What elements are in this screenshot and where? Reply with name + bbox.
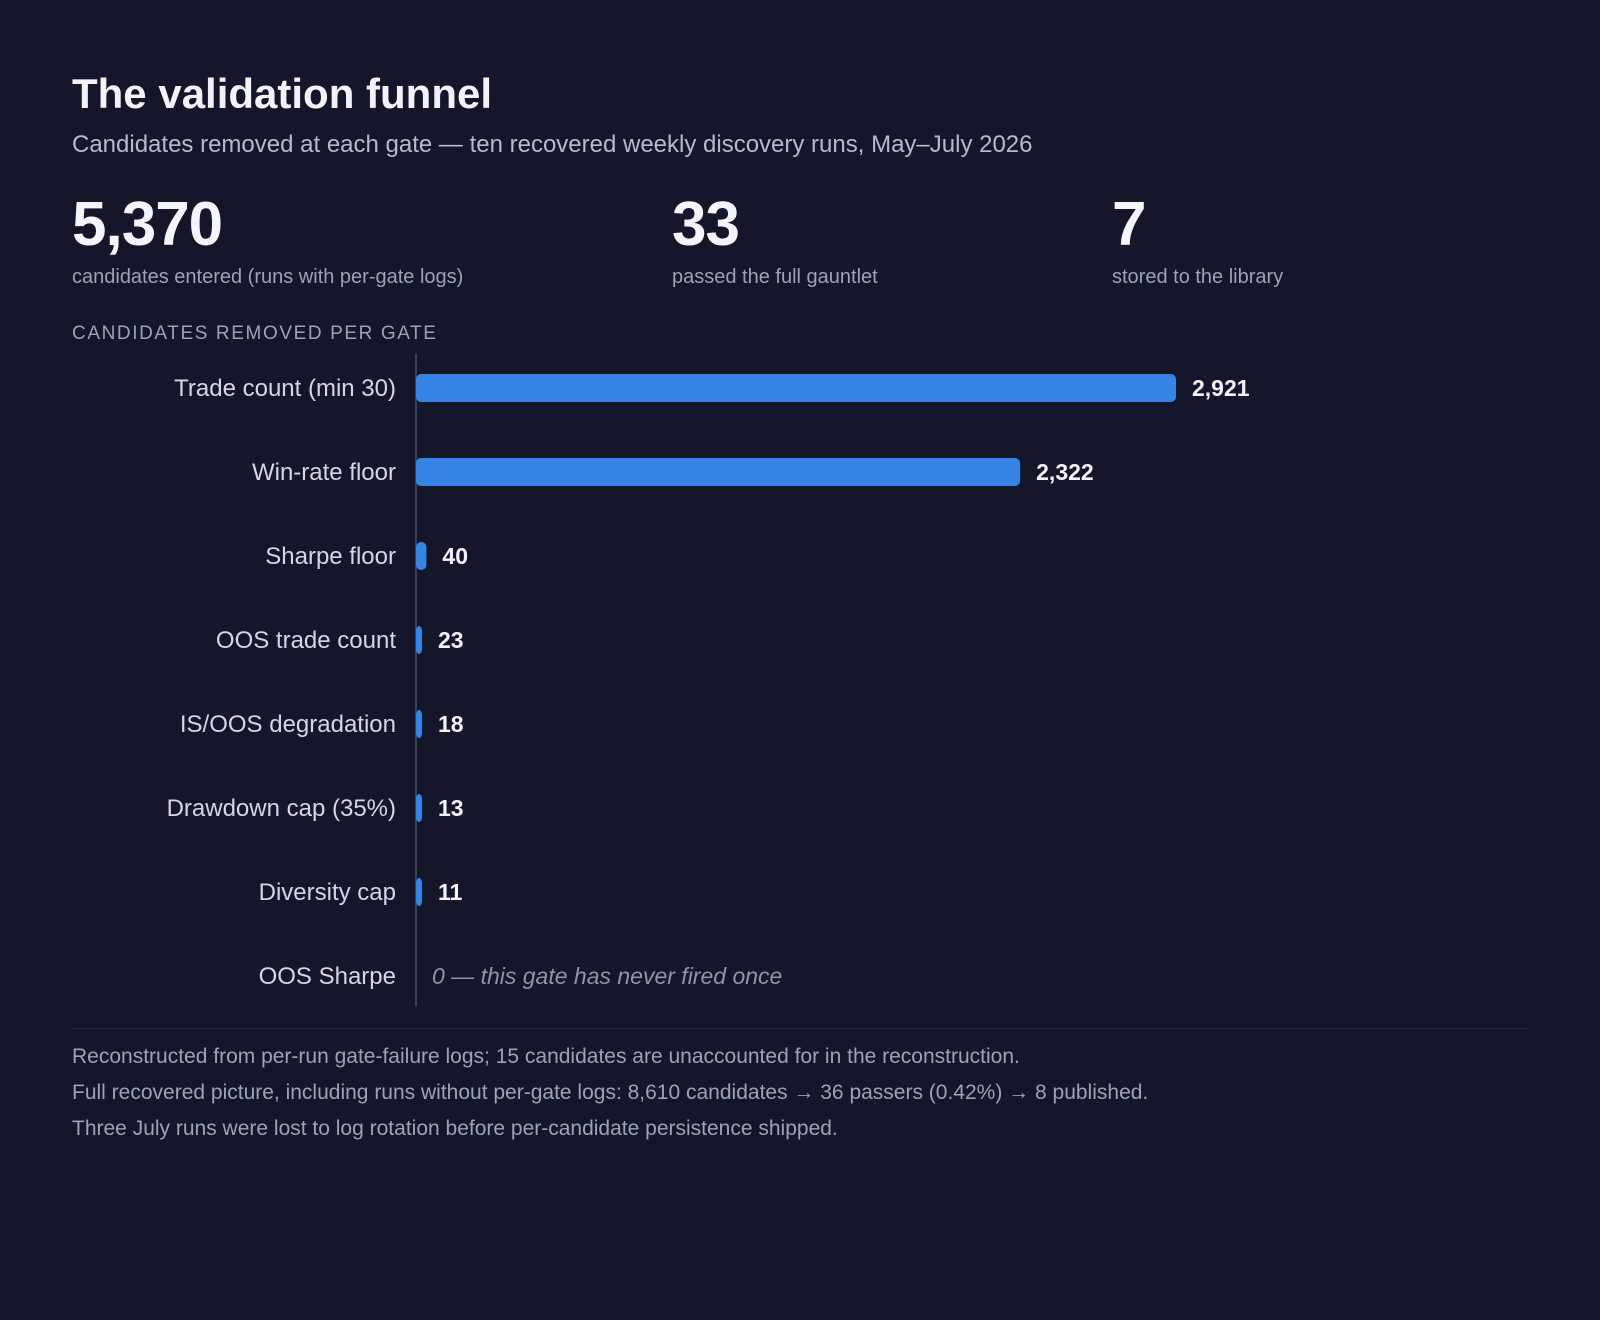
footnote: Three July runs were lost to log rotatio… — [72, 1117, 838, 1140]
page-subtitle: Candidates removed at each gate — ten re… — [72, 131, 1033, 158]
data-label: 40 — [442, 543, 468, 569]
bar — [416, 374, 1176, 402]
data-label: 11 — [438, 879, 463, 905]
data-label: 13 — [438, 795, 464, 821]
bar — [416, 710, 422, 738]
stat-label: passed the full gauntlet — [672, 266, 878, 288]
page: The validation funnel Candidates removed… — [72, 68, 1528, 1147]
category-label: OOS trade count — [216, 627, 396, 654]
chart-section-label: CANDIDATES REMOVED PER GATE — [72, 323, 438, 344]
stat-label: candidates entered (runs with per-gate l… — [72, 266, 464, 288]
stat-label: stored to the library — [1112, 266, 1284, 288]
bar — [416, 458, 1021, 486]
stat-candidates-entered: 5,370 candidates entered (runs with per-… — [72, 192, 463, 289]
data-label-zero: 0 — this gate has never fired once — [432, 963, 782, 989]
category-label: IS/OOS degradation — [180, 711, 396, 738]
footnotes: Reconstructed from per-run gate-failure … — [72, 1039, 1528, 1147]
data-label: 18 — [438, 711, 464, 737]
data-label: 23 — [438, 627, 464, 653]
stat-value: 5,370 — [72, 190, 223, 259]
bar — [416, 794, 422, 822]
category-label: Trade count (min 30) — [174, 375, 396, 402]
page-title: The validation funnel — [72, 70, 493, 117]
data-label: 2,322 — [1036, 459, 1094, 485]
stat-value: 7 — [1112, 190, 1146, 259]
bar — [416, 542, 427, 570]
footnote: Full recovered picture, including runs w… — [72, 1081, 1149, 1104]
divider — [72, 1028, 1528, 1029]
category-label: Win-rate floor — [252, 459, 396, 486]
chart-container: Trade count (min 30) 2,921 Win-rate floor 2… — [72, 354, 1528, 1014]
stat-passed-gauntlet: 33 passed the full gauntlet — [672, 192, 878, 289]
data-label: 2,921 — [1192, 375, 1250, 401]
bar — [416, 626, 422, 654]
stat-stored-library: 7 stored to the library — [1112, 192, 1283, 289]
bar — [416, 878, 422, 906]
stat-value: 33 — [672, 190, 740, 259]
category-label: Diversity cap — [259, 879, 396, 906]
bar-chart: Trade count (min 30) 2,921 Win-rate floor 2… — [167, 354, 1250, 1006]
category-label: Sharpe floor — [265, 543, 396, 570]
category-label: Drawdown cap (35%) — [167, 795, 396, 822]
category-label: OOS Sharpe — [259, 963, 396, 990]
stats-row: 5,370 candidates entered (runs with per-… — [72, 192, 1528, 304]
footnote: Reconstructed from per-run gate-failure … — [72, 1045, 1020, 1068]
